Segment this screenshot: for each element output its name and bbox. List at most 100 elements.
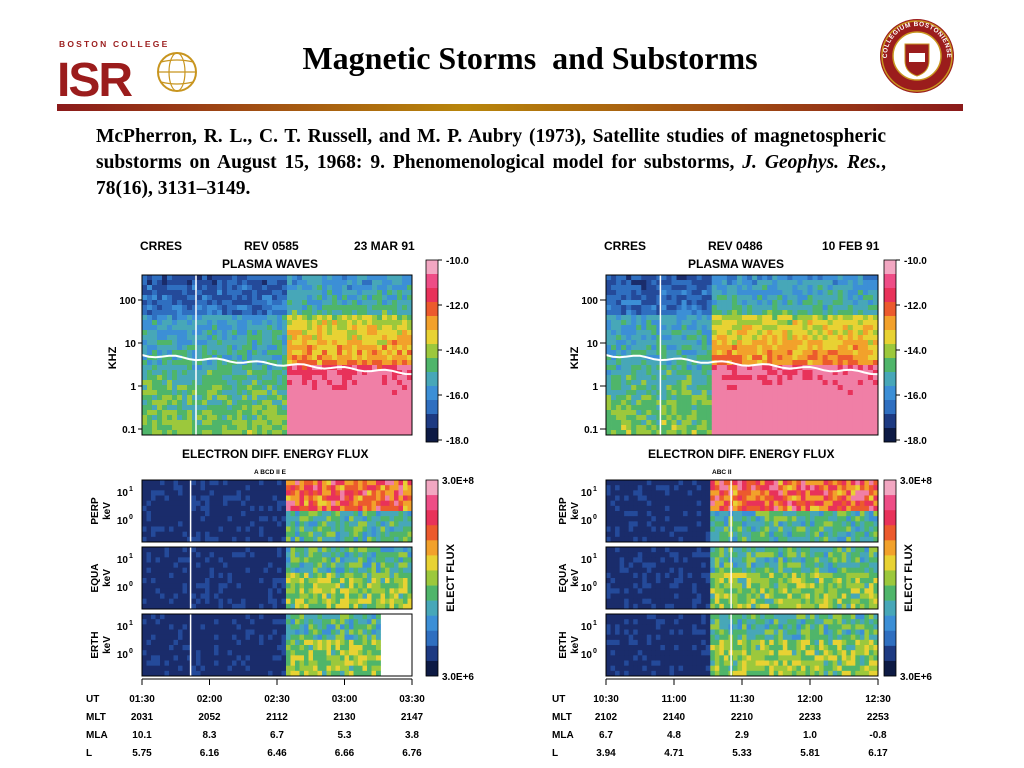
flux-cell: [398, 578, 404, 584]
spectrogram-cell: [636, 305, 642, 311]
flux-cell: [299, 547, 305, 553]
flux-cell: [227, 516, 233, 522]
flux-cell: [178, 624, 183, 630]
spectrogram-cell: [372, 275, 378, 281]
spectrogram-cell: [382, 385, 388, 391]
flux-cell: [394, 593, 399, 600]
flux-cell: [340, 562, 345, 569]
flux-cell: [394, 500, 399, 507]
flux-cell: [259, 634, 264, 641]
spectrogram-cell: [167, 305, 173, 311]
spectrogram-cell: [742, 375, 748, 381]
flux-cell: [331, 500, 336, 507]
spectrogram-cell: [367, 300, 373, 306]
flux-cell: [155, 614, 161, 620]
spectrogram-cell: [252, 350, 258, 356]
flux-cell: [232, 650, 237, 656]
flux-cell: [407, 490, 413, 496]
spectrogram-cell: [327, 350, 333, 356]
spectrogram-cell: [262, 330, 268, 336]
spectrogram-cell: [327, 430, 333, 436]
spectrogram-cell: [172, 315, 178, 321]
flux-colorbar-bottom-label: 3.0E+6: [442, 672, 474, 683]
spectrogram-cell: [407, 310, 413, 316]
spectrogram-cell: [272, 370, 278, 376]
spectrogram-cell: [242, 420, 248, 426]
spectrogram-cell: [656, 375, 662, 381]
spectrogram-cell: [162, 370, 168, 376]
boston-college-seal-icon: COLLEGIUM BOSTONIENSE: [880, 19, 954, 93]
flux-cell: [160, 567, 165, 574]
spectrogram-cell: [631, 410, 637, 416]
spectrogram-cell: [392, 290, 398, 296]
spectrogram-cell: [342, 400, 348, 406]
flux-cell: [385, 547, 390, 553]
flux-cell: [367, 480, 372, 486]
spectrogram-cell: [157, 430, 163, 436]
flux-cell: [290, 619, 296, 625]
spectrogram-cell: [222, 390, 228, 396]
flux-cell: [245, 634, 251, 641]
flux-cell: [241, 624, 246, 630]
flux-cell: [299, 634, 305, 641]
spectrogram-cell: [646, 330, 652, 336]
spectrogram-cell: [232, 275, 238, 281]
flux-cell: [290, 505, 296, 512]
spectrogram-cell: [387, 425, 393, 431]
spectrogram-cell: [232, 365, 238, 371]
flux-cell: [164, 567, 170, 574]
spectrogram-cell: [147, 405, 153, 411]
spectrogram-cell: [621, 385, 627, 391]
flux-cell: [250, 547, 255, 553]
flux-cell: [376, 603, 381, 610]
flux-cell: [317, 557, 323, 563]
flux-cell: [299, 485, 305, 491]
spectrogram-cell: [317, 295, 323, 301]
spectrogram-cell: [716, 355, 723, 361]
flux-cell: [205, 583, 210, 589]
spectrogram-cell: [367, 335, 373, 341]
spectrogram-cell: [696, 320, 703, 326]
spectrogram-cell: [247, 370, 253, 376]
spectrogram-cell: [402, 375, 408, 381]
spectrogram-cell: [651, 335, 657, 341]
flux-cell: [160, 572, 165, 579]
spectrogram-cell: [742, 410, 748, 416]
spectrogram-cell: [332, 425, 338, 431]
spectrogram-cell: [352, 305, 358, 311]
spectrogram-cell: [337, 340, 343, 346]
spectrogram-cell: [217, 415, 223, 421]
flux-cell: [160, 665, 165, 672]
flux-cell: [254, 650, 260, 656]
spectrogram-cell: [362, 350, 368, 356]
flux-cell: [223, 588, 228, 594]
flux-cell: [358, 490, 363, 496]
spectrogram-cell: [302, 315, 308, 321]
spectrogram-cell: [272, 295, 278, 301]
spectrogram-cell: [691, 405, 698, 411]
spectrogram-cell: [721, 385, 728, 391]
spectrogram-cell: [626, 370, 632, 376]
flux-cell: [349, 562, 354, 569]
spectrogram-cell: [701, 315, 708, 321]
spectrogram-cell: [716, 295, 723, 301]
spectrogram-cell: [407, 425, 413, 431]
spectrogram-cell: [172, 320, 178, 326]
spectrogram-cell: [227, 300, 233, 306]
flux-cell: [304, 660, 309, 667]
flux-cell: [245, 650, 251, 656]
spectrogram-cell: [367, 420, 373, 426]
flux-cell: [349, 500, 354, 507]
flux-cell: [331, 511, 336, 517]
spectrogram-cell: [731, 345, 738, 351]
flux-cell: [173, 536, 179, 543]
flux-cell: [389, 547, 395, 553]
flux-cell: [182, 665, 188, 672]
spectrogram-cell: [142, 310, 148, 316]
spectrogram-cell: [666, 350, 672, 356]
flux-cell: [173, 526, 179, 533]
flux-cell: [290, 531, 296, 538]
spectrogram-cell: [367, 395, 373, 401]
flux-cell: [367, 505, 372, 512]
spectrogram-cell: [616, 335, 622, 341]
